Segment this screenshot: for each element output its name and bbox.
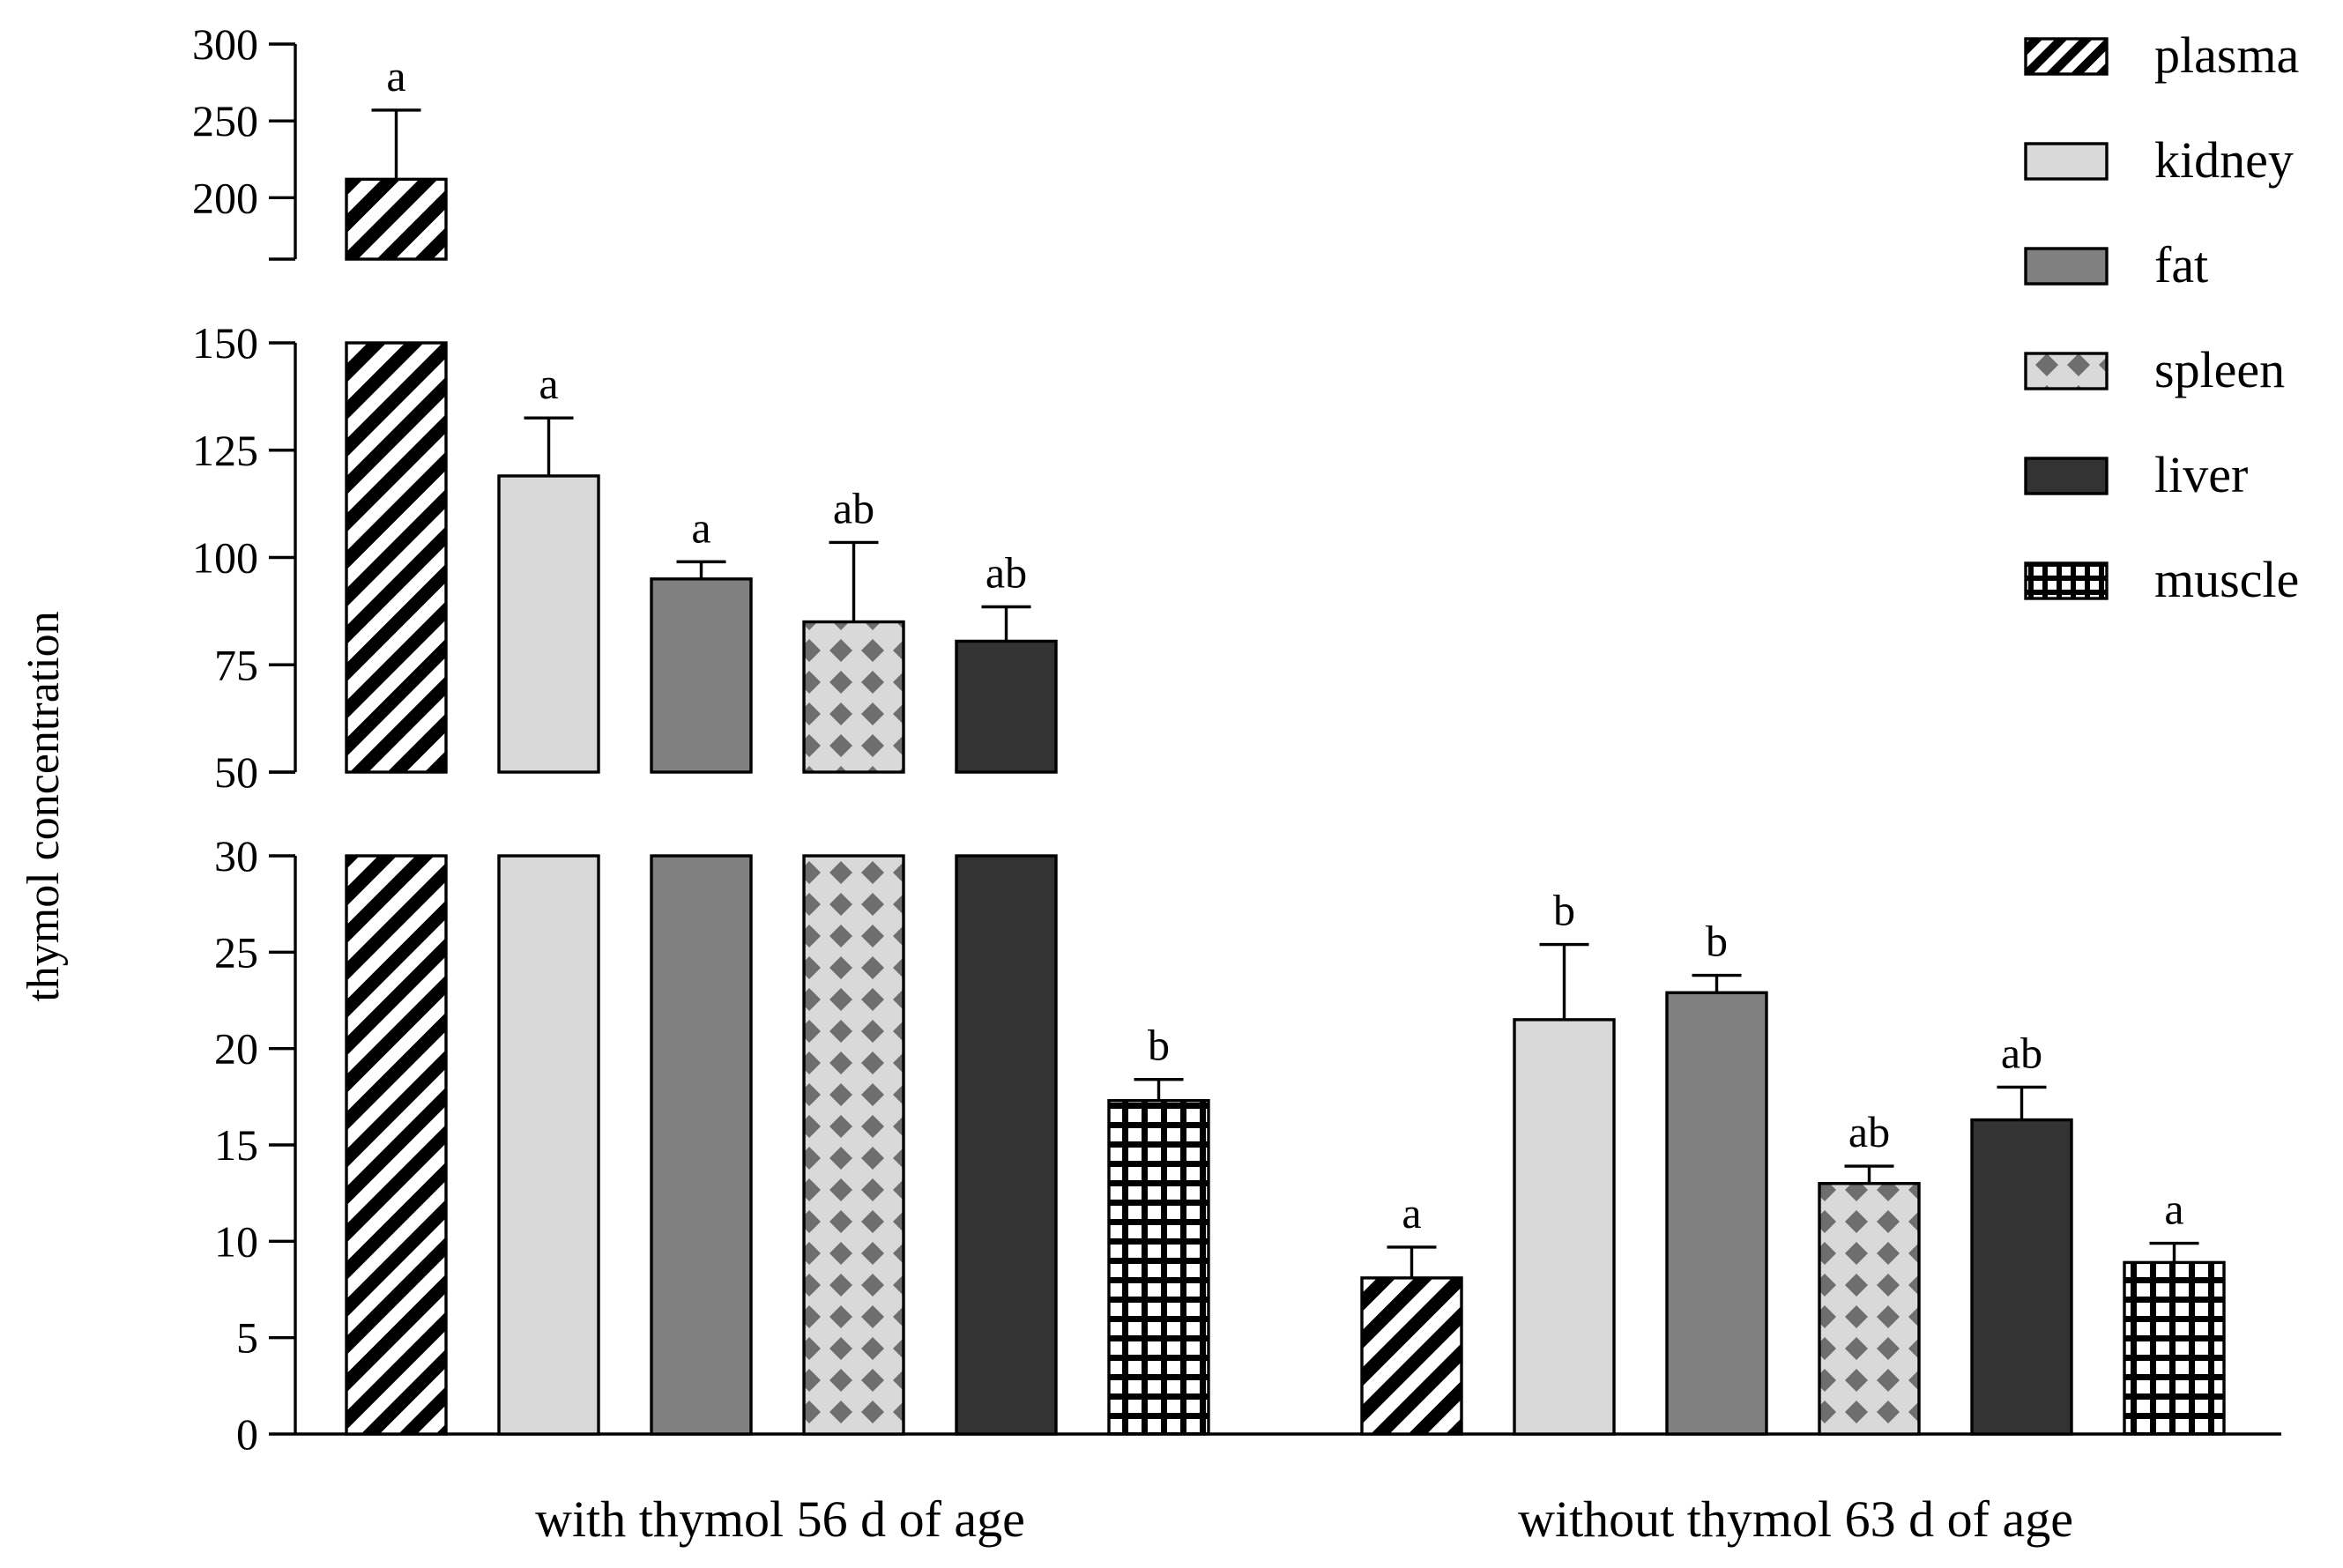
y-tick-label: 200 bbox=[192, 173, 258, 222]
category-label-with-thymol: with thymol 56 d of age bbox=[535, 1490, 1025, 1548]
bars bbox=[345, 108, 2226, 1436]
bar-muscle bbox=[1107, 1099, 1210, 1436]
bar-muscle bbox=[2123, 1260, 2226, 1436]
y-tick-label: 0 bbox=[236, 1409, 258, 1459]
legend-label-fat: fat bbox=[2154, 236, 2208, 294]
legend-swatch-liver bbox=[2024, 457, 2109, 495]
bar-liver bbox=[1970, 1118, 2073, 1436]
y-tick-label: 10 bbox=[214, 1216, 258, 1266]
y-tick-label: 300 bbox=[192, 19, 258, 69]
y-tick-label: 5 bbox=[236, 1313, 258, 1363]
significance-label: b bbox=[1706, 917, 1728, 966]
bar-liver bbox=[955, 854, 1058, 1436]
legend-swatch-plasma bbox=[2024, 37, 2109, 76]
legend-label-muscle: muscle bbox=[2154, 551, 2299, 608]
significance-label: ab bbox=[833, 483, 874, 532]
legend-label-spleen: spleen bbox=[2154, 341, 2285, 398]
bar-plasma bbox=[345, 854, 448, 1436]
legend-swatch-spleen bbox=[2024, 352, 2109, 390]
significance-label: b bbox=[1148, 1021, 1170, 1070]
significance-label: a bbox=[539, 359, 558, 408]
y-tick-label: 25 bbox=[214, 927, 258, 977]
y-tick-label: 100 bbox=[192, 533, 258, 583]
significance-label: a bbox=[386, 51, 405, 100]
legend: plasma kidney fat spleen liver muscle bbox=[2024, 26, 2299, 608]
y-tick-label: 15 bbox=[214, 1120, 258, 1170]
legend-swatch-kidney bbox=[2024, 142, 2109, 181]
bar-fat bbox=[650, 577, 753, 774]
y-tick-label: 30 bbox=[214, 831, 258, 881]
y-axis: 0 5 10 15 20 25 30 50 75 100 125 150 200 250 300 bbox=[192, 19, 2281, 1459]
bar-kidney bbox=[1513, 1018, 1616, 1436]
bar-fat bbox=[1665, 991, 1768, 1436]
legend-label-liver: liver bbox=[2154, 446, 2248, 503]
legend-label-kidney: kidney bbox=[2154, 131, 2294, 189]
y-tick-label: 20 bbox=[214, 1024, 258, 1074]
significance-label: ab bbox=[1848, 1107, 1890, 1156]
significance-label: b bbox=[1553, 886, 1575, 935]
y-tick-label: 250 bbox=[192, 96, 258, 145]
bar-plasma bbox=[345, 177, 448, 261]
significance-label: a bbox=[2164, 1185, 2183, 1234]
y-tick-label: 50 bbox=[214, 747, 258, 797]
y-axis-label: thymol concentration bbox=[19, 611, 69, 1001]
legend-swatch-fat bbox=[2024, 247, 2109, 286]
bar-kidney bbox=[497, 854, 600, 1436]
legend-swatch-muscle bbox=[2024, 561, 2109, 600]
y-tick-label: 125 bbox=[192, 426, 258, 475]
significance-label: a bbox=[1402, 1188, 1421, 1237]
bar-spleen bbox=[1818, 1182, 1921, 1436]
bar-plasma bbox=[1360, 1276, 1463, 1436]
legend-label-plasma: plasma bbox=[2154, 26, 2299, 84]
bar-spleen bbox=[802, 620, 905, 774]
bar-kidney bbox=[497, 474, 600, 774]
category-label-without-thymol: without thymol 63 d of age bbox=[1518, 1490, 2073, 1548]
bar-liver bbox=[955, 639, 1058, 774]
y-tick-label: 150 bbox=[192, 318, 258, 368]
significance-label: ab bbox=[986, 548, 1027, 598]
y-tick-label: 75 bbox=[214, 640, 258, 689]
bar-fat bbox=[650, 854, 753, 1436]
bar-plasma bbox=[345, 341, 448, 774]
significance-label: ab bbox=[2001, 1028, 2042, 1077]
significance-label: a bbox=[691, 502, 710, 552]
bar-spleen bbox=[802, 854, 905, 1436]
